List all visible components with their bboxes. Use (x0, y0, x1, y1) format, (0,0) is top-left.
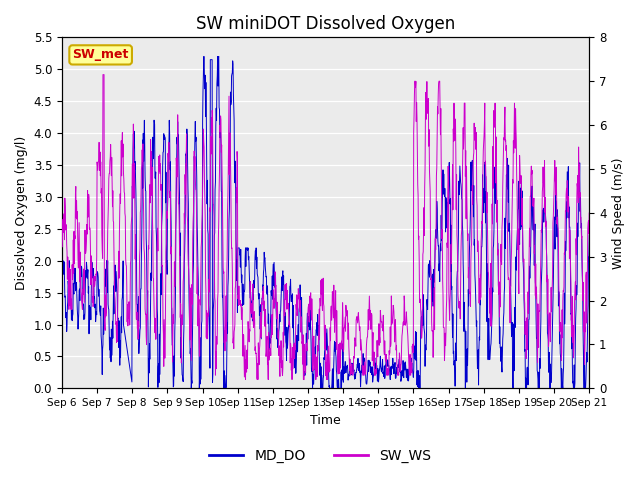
Text: SW_met: SW_met (72, 48, 129, 61)
Y-axis label: Dissolved Oxygen (mg/l): Dissolved Oxygen (mg/l) (15, 136, 28, 290)
Y-axis label: Wind Speed (m/s): Wind Speed (m/s) (612, 157, 625, 269)
X-axis label: Time: Time (310, 414, 341, 427)
Title: SW miniDOT Dissolved Oxygen: SW miniDOT Dissolved Oxygen (196, 15, 455, 33)
Legend: MD_DO, SW_WS: MD_DO, SW_WS (203, 443, 437, 468)
